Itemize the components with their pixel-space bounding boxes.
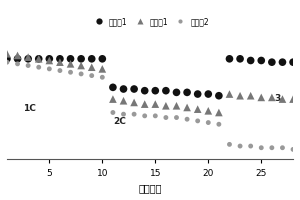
Point (100, 67, 105, 70)
Point (164, 116, 168, 119)
Point (227, 92, 232, 96)
Point (89, 66, 94, 69)
Point (121, 99, 126, 102)
Point (164, 89, 168, 92)
Point (58, 61, 62, 64)
Point (280, 97, 285, 101)
Point (238, 94, 242, 97)
Point (195, 119, 200, 122)
Point (68, 57, 73, 60)
Point (153, 114, 158, 117)
Point (26, 57, 31, 60)
Point (238, 144, 242, 148)
Point (217, 123, 221, 126)
Point (153, 89, 158, 92)
Point (79, 57, 83, 60)
Point (291, 148, 296, 151)
Point (68, 62, 73, 65)
Point (269, 61, 274, 64)
Point (227, 57, 232, 60)
Point (79, 72, 83, 76)
Point (47, 59, 52, 62)
Point (110, 97, 115, 101)
Text: 3: 3 (274, 94, 280, 103)
Legend: 实施例1, 对比例1, 对比例2: 实施例1, 对比例1, 对比例2 (88, 14, 212, 29)
Point (259, 59, 264, 62)
Point (206, 121, 211, 124)
Point (47, 57, 52, 60)
Point (248, 94, 253, 97)
Point (291, 61, 296, 64)
Point (248, 59, 253, 62)
Point (15, 54, 20, 57)
Point (185, 106, 190, 109)
X-axis label: 循环次数: 循环次数 (138, 183, 162, 193)
Point (142, 103, 147, 106)
Text: 2C: 2C (113, 117, 126, 126)
Point (206, 92, 211, 96)
Point (248, 144, 253, 148)
Point (26, 64, 31, 67)
Point (164, 104, 168, 107)
Point (58, 57, 62, 60)
Point (47, 67, 52, 70)
Text: 1C: 1C (23, 104, 36, 113)
Point (132, 87, 136, 91)
Point (142, 114, 147, 117)
Point (110, 111, 115, 114)
Point (280, 146, 285, 149)
Point (4, 52, 9, 55)
Point (269, 146, 274, 149)
Point (15, 57, 20, 60)
Point (142, 89, 147, 92)
Point (185, 118, 190, 121)
Point (68, 71, 73, 74)
Point (280, 61, 285, 64)
Point (132, 101, 136, 104)
Point (15, 62, 20, 65)
Point (4, 61, 9, 64)
Point (217, 94, 221, 97)
Point (174, 104, 179, 107)
Point (79, 64, 83, 67)
Point (121, 87, 126, 91)
Point (195, 92, 200, 96)
Point (26, 56, 31, 59)
Point (121, 113, 126, 116)
Point (36, 57, 41, 60)
Point (36, 57, 41, 60)
Point (238, 57, 242, 60)
Point (110, 86, 115, 89)
Point (291, 97, 296, 101)
Point (259, 146, 264, 149)
Point (89, 74, 94, 77)
Point (132, 113, 136, 116)
Point (36, 66, 41, 69)
Point (174, 116, 179, 119)
Point (4, 57, 9, 60)
Point (89, 57, 94, 60)
Point (227, 143, 232, 146)
Point (100, 76, 105, 79)
Point (174, 91, 179, 94)
Point (153, 103, 158, 106)
Point (185, 91, 190, 94)
Point (100, 57, 105, 60)
Point (259, 96, 264, 99)
Point (206, 109, 211, 112)
Point (195, 108, 200, 111)
Point (269, 96, 274, 99)
Point (217, 111, 221, 114)
Point (58, 69, 62, 72)
